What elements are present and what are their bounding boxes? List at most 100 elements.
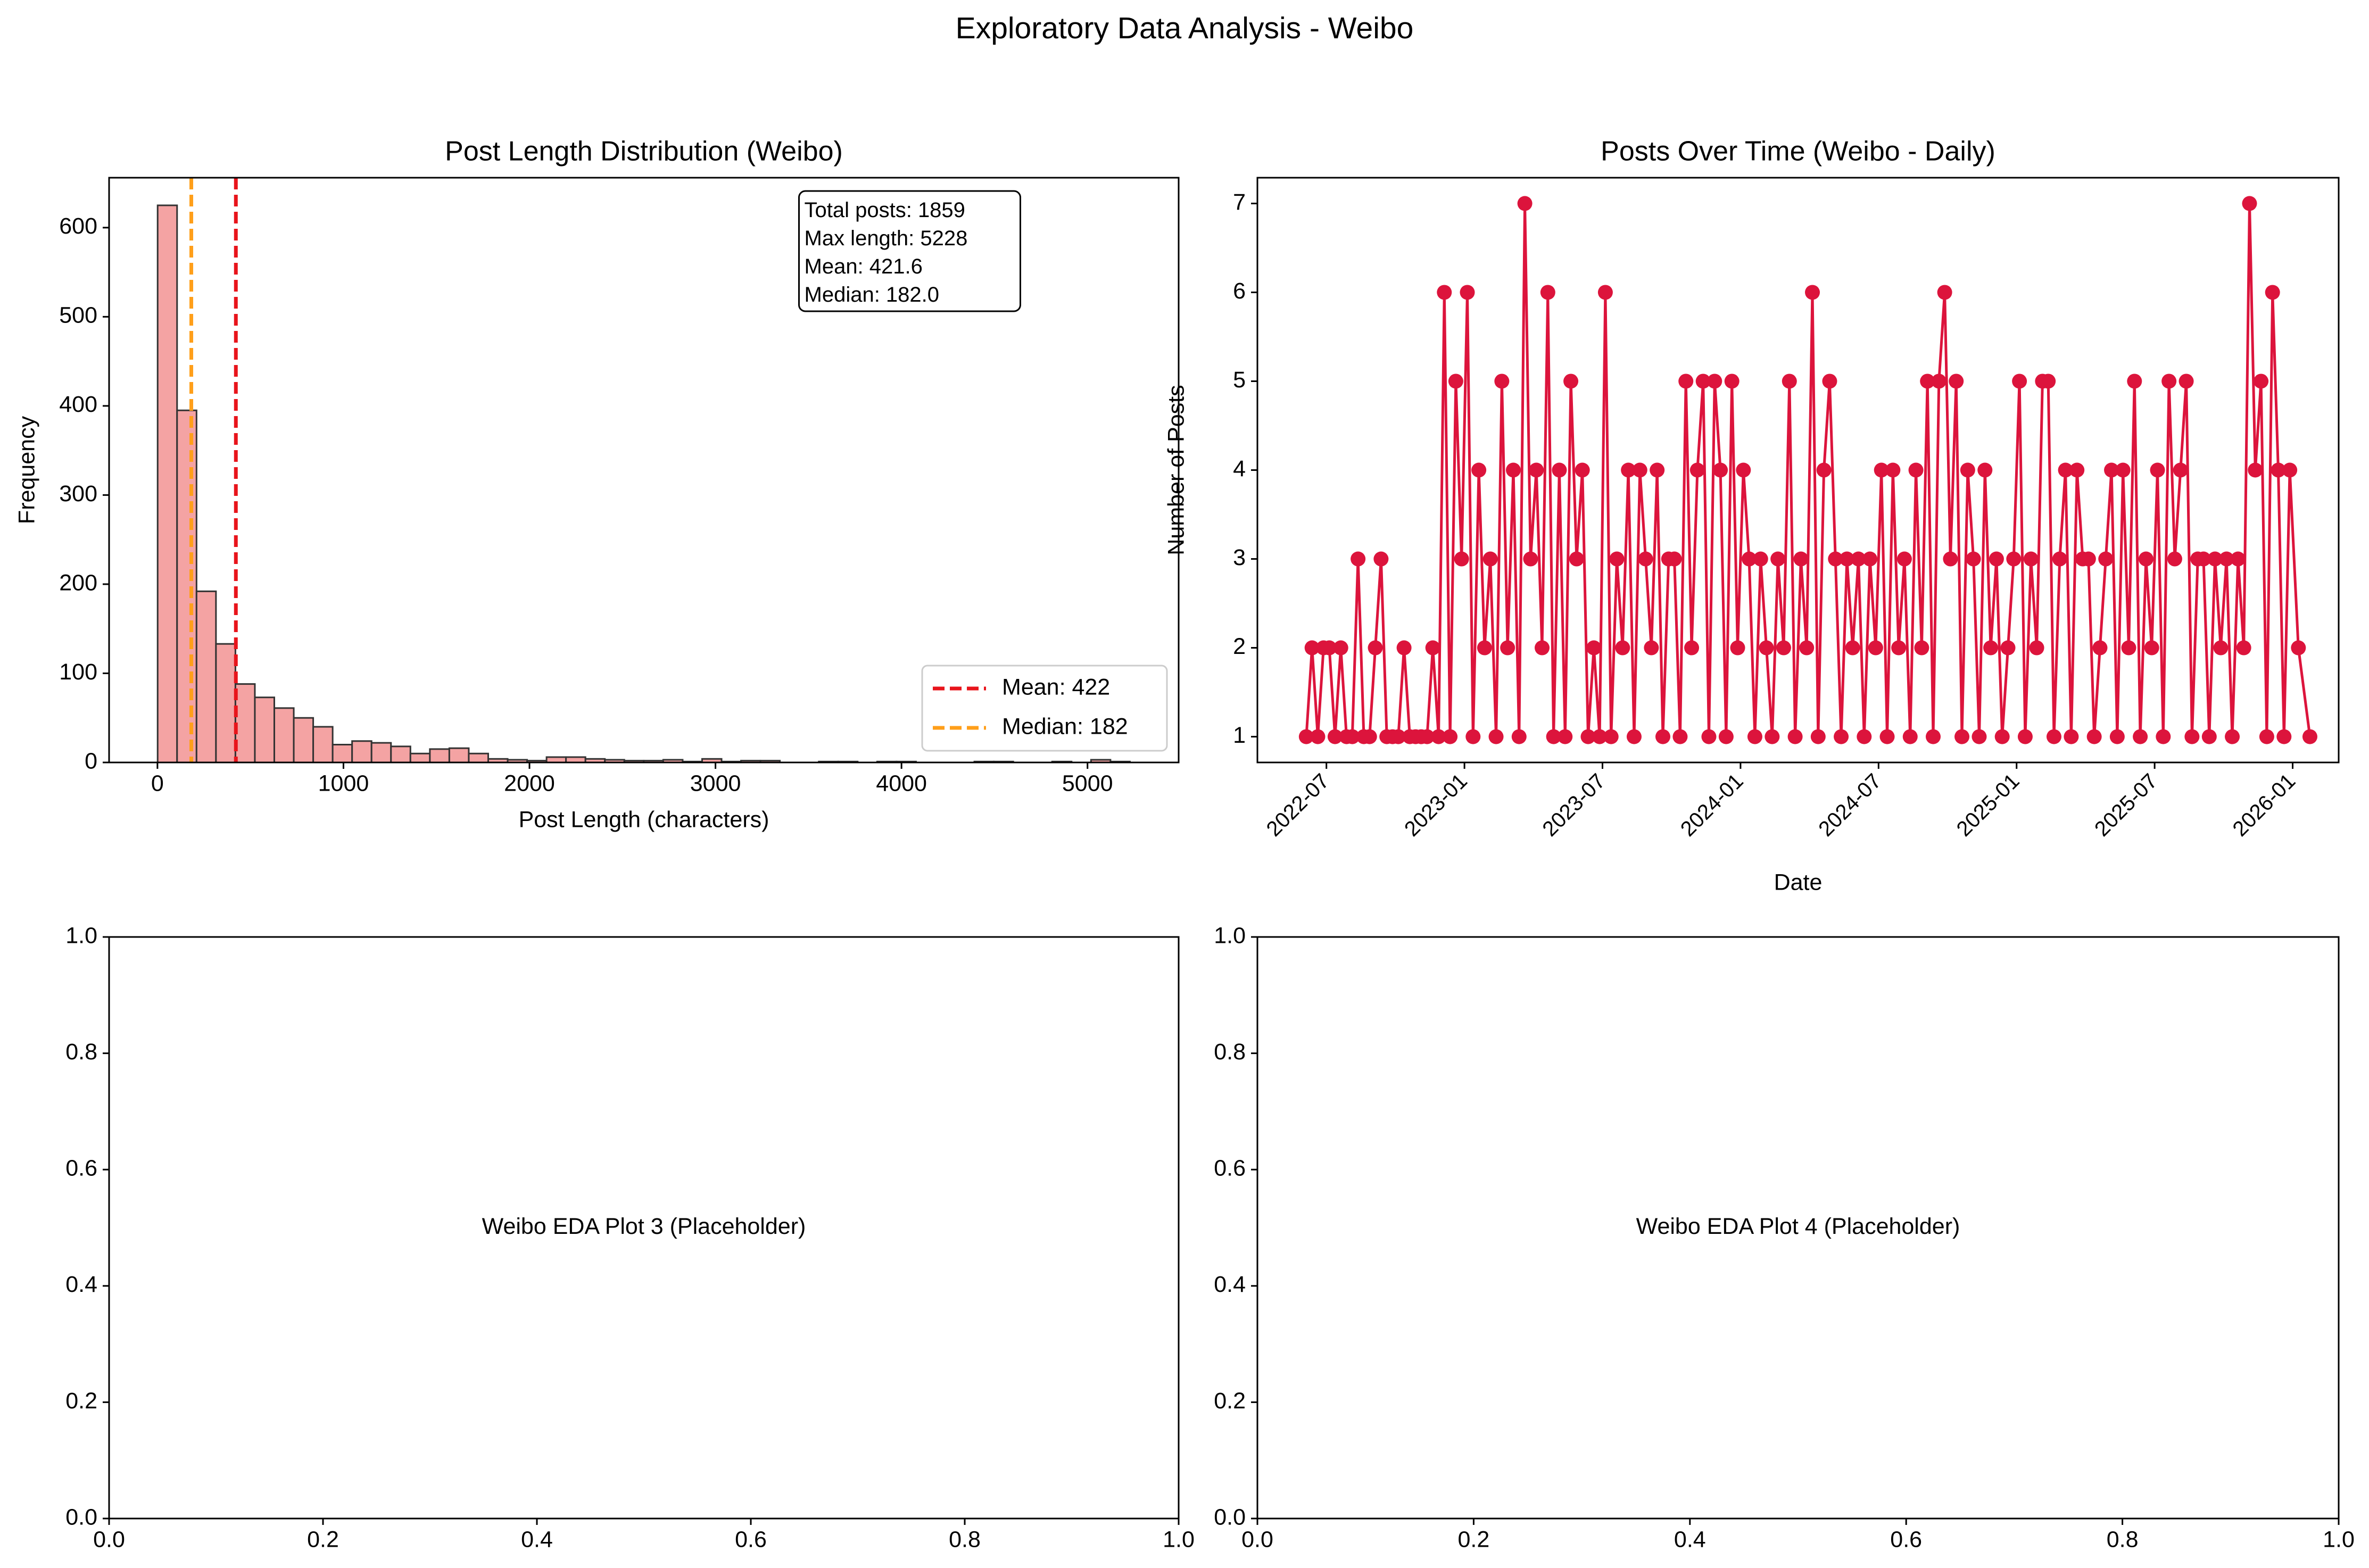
x-tick-label: 0.6: [735, 1526, 767, 1552]
data-point: [1678, 374, 1694, 389]
data-point: [2104, 462, 2119, 478]
y-tick-label: 0.4: [1214, 1272, 1246, 1297]
data-point: [1431, 729, 1446, 744]
data-point: [1327, 729, 1343, 744]
data-point: [2086, 729, 2102, 744]
data-point: [1667, 551, 1682, 567]
y-tick-label: 1: [1233, 723, 1246, 748]
data-point: [1488, 729, 1504, 744]
x-tick-label: 0.0: [1241, 1526, 1273, 1552]
data-point: [1736, 462, 1751, 478]
y-tick-label: 7: [1233, 189, 1246, 215]
data-point: [1500, 640, 1515, 656]
data-point: [1857, 729, 1872, 744]
subplot: Weibo EDA Plot 4 (Placeholder) 0.0 0.2 0.4 0…: [1214, 923, 2355, 1552]
data-point: [2156, 729, 2171, 744]
x-tick-label: 1000: [318, 770, 369, 796]
data-point: [2254, 374, 2269, 389]
data-point: [1977, 462, 1993, 478]
data-point: [1368, 640, 1383, 656]
x-tick-label: 4000: [876, 770, 927, 796]
y-tick-label: 4: [1233, 456, 1246, 482]
data-point: [1954, 729, 1970, 744]
data-point: [2167, 551, 2182, 567]
data-point: [2219, 551, 2234, 567]
x-tick-label: 0.4: [521, 1526, 553, 1552]
data-point: [2029, 640, 2044, 656]
y-tick-label: 400: [59, 392, 97, 417]
data-point: [1828, 551, 1843, 567]
y-tick-label: 600: [59, 213, 97, 239]
x-tick-label: 0.2: [307, 1526, 339, 1552]
data-point: [1511, 729, 1527, 744]
x-tick-label: 0.6: [1890, 1526, 1922, 1552]
data-point: [2207, 551, 2223, 567]
data-point: [1684, 640, 1700, 656]
data-point: [2138, 551, 2153, 567]
data-point: [2161, 374, 2177, 389]
data-point: [1805, 285, 1820, 300]
data-point: [1972, 729, 1987, 744]
y-tick-label: 500: [59, 303, 97, 328]
data-point: [2046, 729, 2061, 744]
y-tick-label: 0.4: [65, 1272, 97, 1297]
data-point: [2017, 729, 2033, 744]
data-point: [1310, 729, 1326, 744]
x-tick-label: 0.2: [1458, 1526, 1490, 1552]
y-tick-label: 5: [1233, 367, 1246, 393]
data-point: [1787, 729, 1803, 744]
data-point: [1920, 374, 1935, 389]
data-point: [1454, 551, 1469, 567]
data-point: [2213, 640, 2229, 656]
x-tick-label: 0.8: [949, 1526, 981, 1552]
histogram-bar: [273, 707, 295, 764]
data-point: [1782, 374, 1797, 389]
data-point: [1834, 729, 1849, 744]
x-tick-label: 1.0: [1163, 1526, 1195, 1552]
data-point: [1868, 640, 1883, 656]
stats-text: Total posts: 1859: [805, 198, 965, 222]
placeholder-text: Weibo EDA Plot 3 (Placeholder): [482, 1214, 806, 1239]
data-point: [1615, 640, 1630, 656]
histogram-bar: [370, 742, 392, 764]
data-point: [2271, 462, 2286, 478]
data-point: [2225, 729, 2240, 744]
data-point: [1730, 640, 1745, 656]
histogram-bar: [448, 747, 470, 764]
legend-label: Mean: 422: [1002, 674, 1110, 700]
data-point: [1989, 551, 2004, 567]
x-tick-label: 0.8: [2107, 1526, 2139, 1552]
y-tick-label: 0.0: [1214, 1504, 1246, 1530]
legend-label: Median: 182: [1002, 714, 1128, 739]
data-point: [1638, 551, 1653, 567]
data-point: [2196, 551, 2211, 567]
x-tick-label: 0.4: [1674, 1526, 1706, 1552]
legend-box: [921, 665, 1168, 752]
data-point: [2179, 374, 2194, 389]
data-point: [1626, 729, 1642, 744]
data-point: [1592, 729, 1608, 744]
x-tick-label: 0.0: [93, 1526, 125, 1552]
data-point: [2236, 640, 2251, 656]
data-point: [1983, 640, 1999, 656]
y-axis-label: Frequency: [14, 416, 39, 524]
data-point: [1298, 729, 1314, 744]
histogram-bar: [409, 752, 431, 764]
stats-text: Median: 182.0: [805, 283, 940, 306]
data-point: [1793, 551, 1809, 567]
data-point: [1535, 640, 1550, 656]
data-point: [2230, 551, 2246, 567]
histogram-bar: [176, 409, 197, 764]
data-point: [1482, 551, 1498, 567]
histogram-bar: [195, 590, 217, 764]
data-point: [1810, 729, 1826, 744]
data-point: [1926, 729, 1941, 744]
data-point: [2081, 551, 2096, 567]
histogram-bar: [332, 743, 353, 764]
y-tick-label: 100: [59, 659, 97, 685]
data-point: [2144, 640, 2159, 656]
data-point: [2023, 551, 2039, 567]
subplot-title: Posts Over Time (Weibo - Daily): [1601, 136, 1995, 167]
subplot-title: Post Length Distribution (Weibo): [445, 136, 843, 167]
histogram-bar: [254, 696, 275, 764]
